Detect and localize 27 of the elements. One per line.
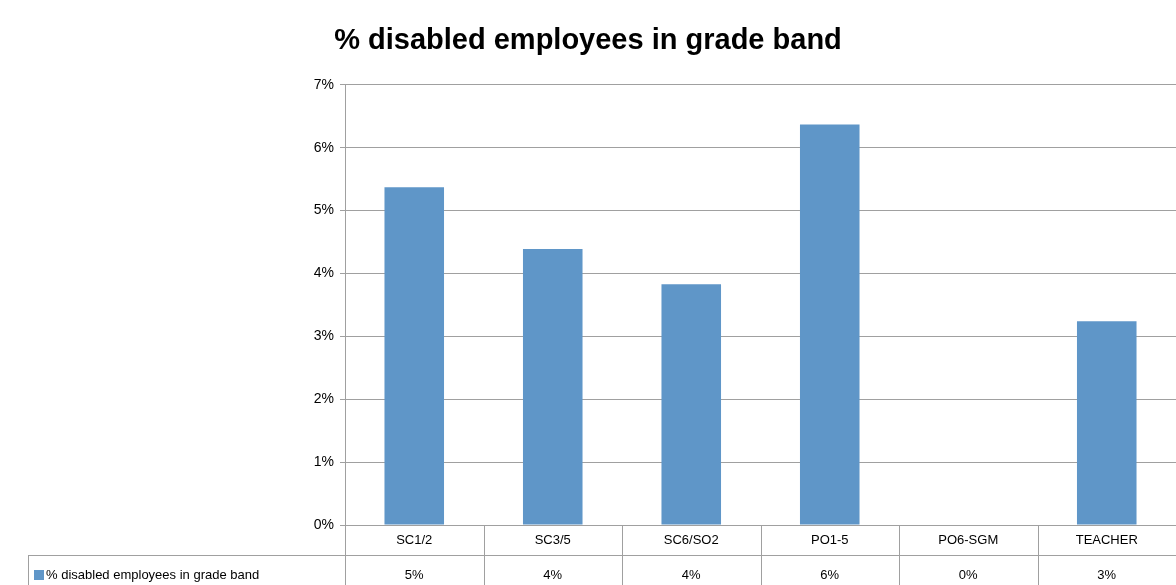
y-tick-label: 5% xyxy=(313,201,334,218)
bar xyxy=(384,187,445,525)
data-label: 3% xyxy=(1097,566,1117,582)
bar xyxy=(661,284,722,525)
y-tick-label: 4% xyxy=(313,264,334,281)
data-label: 4% xyxy=(681,566,702,582)
x-tick-label: SC3/5 xyxy=(534,532,571,548)
chart-title: % disabled employees in grade band xyxy=(334,23,842,56)
legend-label: % disabled employees in grade band xyxy=(46,566,260,582)
x-tick-label: SC6/SO2 xyxy=(663,532,719,548)
y-tick-label: 3% xyxy=(313,327,334,344)
x-tick-label: PO6-SGM xyxy=(938,532,999,548)
data-label: 5% xyxy=(404,566,425,582)
x-tick-label: PO1-5 xyxy=(810,532,849,548)
bar xyxy=(799,124,860,525)
data-label: 0% xyxy=(958,566,979,582)
y-tick-label: 6% xyxy=(313,138,334,155)
bar xyxy=(1076,321,1137,525)
bar xyxy=(522,248,583,525)
y-tick-label: 7% xyxy=(313,75,334,92)
y-tick-label: 2% xyxy=(313,390,334,407)
x-tick-label: TEACHER xyxy=(1075,532,1138,548)
y-tick-label: 0% xyxy=(313,515,334,532)
x-tick-label: SC1/2 xyxy=(396,532,433,548)
data-label: 4% xyxy=(543,566,563,582)
y-tick-label: 1% xyxy=(313,452,334,469)
data-label: 6% xyxy=(820,566,840,582)
